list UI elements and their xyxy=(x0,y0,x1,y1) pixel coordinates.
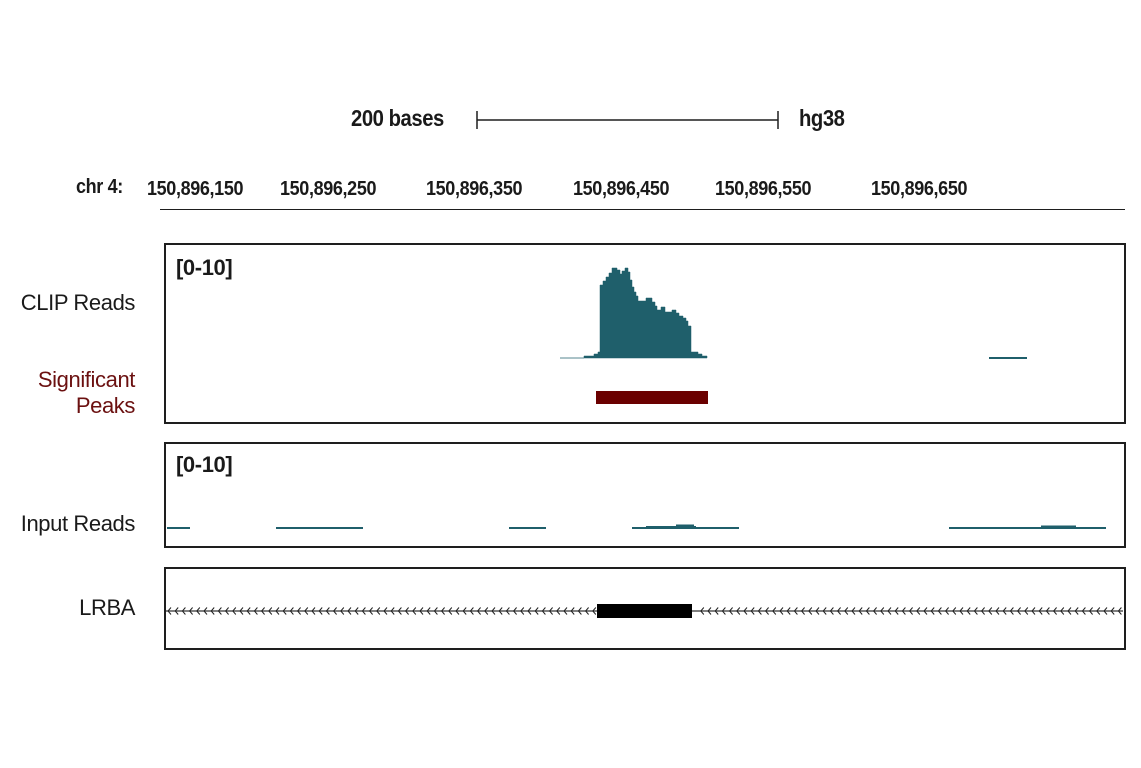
track-label-gene-lrba: LRBA xyxy=(79,595,135,620)
genome-build-label: hg38 xyxy=(799,105,845,131)
ruler-tick-label: 150,896,250 xyxy=(280,178,377,200)
ruler-tick-label: 150,896,650 xyxy=(871,178,968,200)
chromosome-label: chr 4: xyxy=(76,176,123,198)
ruler-tick-label: 150,896,150 xyxy=(147,178,244,200)
clip-data-range: [0-10] xyxy=(176,255,233,280)
input-data-range: [0-10] xyxy=(176,452,233,477)
scale-bar-length-label: 200 bases xyxy=(351,105,444,131)
ruler-tick-label: 150,896,550 xyxy=(715,178,812,200)
track-label-significant-peaks: Significant Peaks xyxy=(0,367,136,419)
track-label-line: Significant xyxy=(37,367,136,392)
clip-reads-track-panel[interactable]: [0-10] xyxy=(164,243,1126,424)
ruler-tick-label: 150,896,350 xyxy=(426,178,523,200)
ruler-tick-label: 150,896,450 xyxy=(573,178,670,200)
input-reads-track-panel[interactable]: [0-10] xyxy=(164,442,1126,548)
gene-track-panel[interactable] xyxy=(164,567,1126,650)
ruler-line xyxy=(160,209,1125,210)
track-label-clip-reads: CLIP Reads xyxy=(20,290,136,315)
track-label-line: Peaks xyxy=(75,393,136,418)
track-label-input-reads: Input Reads xyxy=(20,511,136,536)
